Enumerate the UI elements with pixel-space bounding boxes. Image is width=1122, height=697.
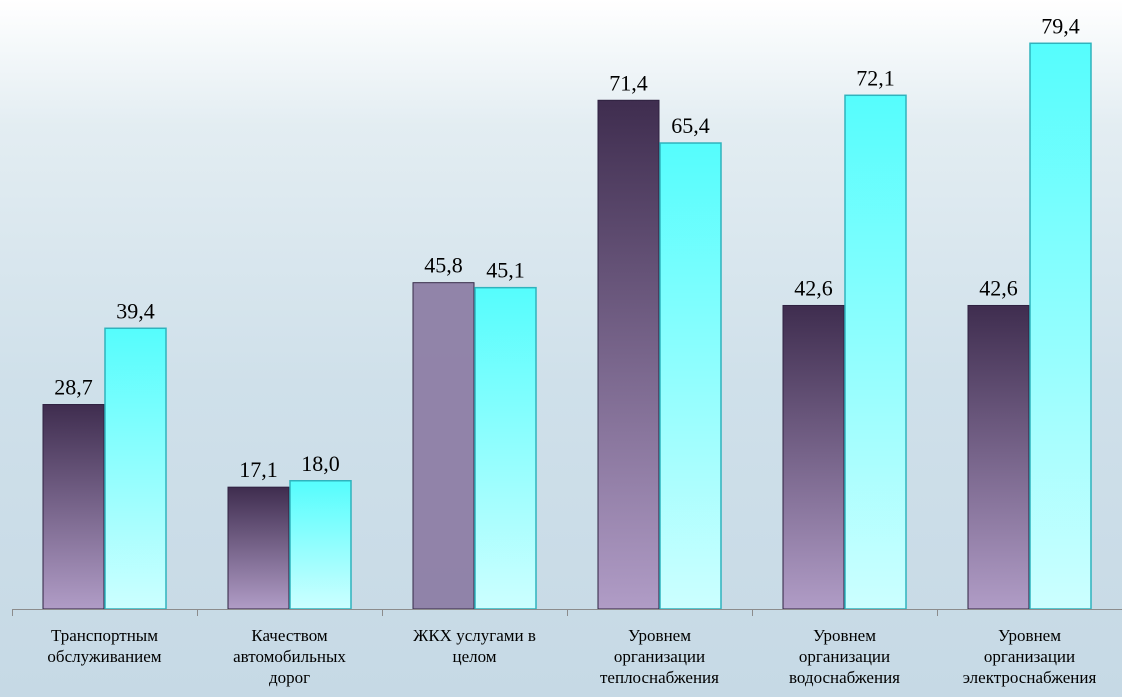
value-label-series1-5: 42,6 <box>979 275 1018 300</box>
category-labels: Транспортным обслуживанием Качеством автомо… <box>47 626 1096 687</box>
value-label-series2-3: 65,4 <box>671 113 710 138</box>
bar-series2-3 <box>659 142 722 610</box>
category-label-3: Уровнем организации теплоснабжения <box>600 626 719 687</box>
category-label-1: Качеством автомобильных дорог <box>233 626 346 687</box>
bars <box>42 42 1092 610</box>
bar-series1-4 <box>782 304 845 610</box>
bar-series2-4 <box>844 94 907 610</box>
bar-series1-5 <box>967 304 1030 610</box>
bar-series2-5 <box>1029 42 1092 610</box>
data-labels: 28,7 39,4 17,1 18,0 45,8 45,1 71,4 65,4 42,6 72,1… <box>54 13 1080 482</box>
bar-series1-0 <box>42 404 105 610</box>
value-label-series1-3: 71,4 <box>609 70 648 95</box>
category-label-2: ЖКХ услугами в целом <box>413 626 536 666</box>
value-label-series2-2: 45,1 <box>486 258 525 283</box>
bar-series1-2 <box>412 282 475 610</box>
bar-series2-2 <box>474 286 537 610</box>
value-label-series2-5: 79,4 <box>1041 13 1080 38</box>
value-label-series2-1: 18,0 <box>301 451 340 476</box>
bar-series2-1 <box>289 480 352 610</box>
value-label-series2-4: 72,1 <box>856 65 895 90</box>
bar-series1-3 <box>597 99 660 610</box>
value-label-series1-0: 28,7 <box>54 375 93 400</box>
category-label-4: Уровнем организации водоснабжения <box>789 626 900 687</box>
value-label-series1-2: 45,8 <box>424 253 463 278</box>
bar-series2-0 <box>104 327 167 610</box>
value-label-series1-1: 17,1 <box>239 457 278 482</box>
category-label-5: Уровнем организации электроснабжения <box>963 626 1097 687</box>
value-label-series2-0: 39,4 <box>116 298 155 323</box>
category-label-0: Транспортным обслуживанием <box>47 626 161 666</box>
bar-series1-1 <box>227 486 290 610</box>
value-label-series1-4: 42,6 <box>794 275 833 300</box>
x-axis <box>12 609 1122 616</box>
